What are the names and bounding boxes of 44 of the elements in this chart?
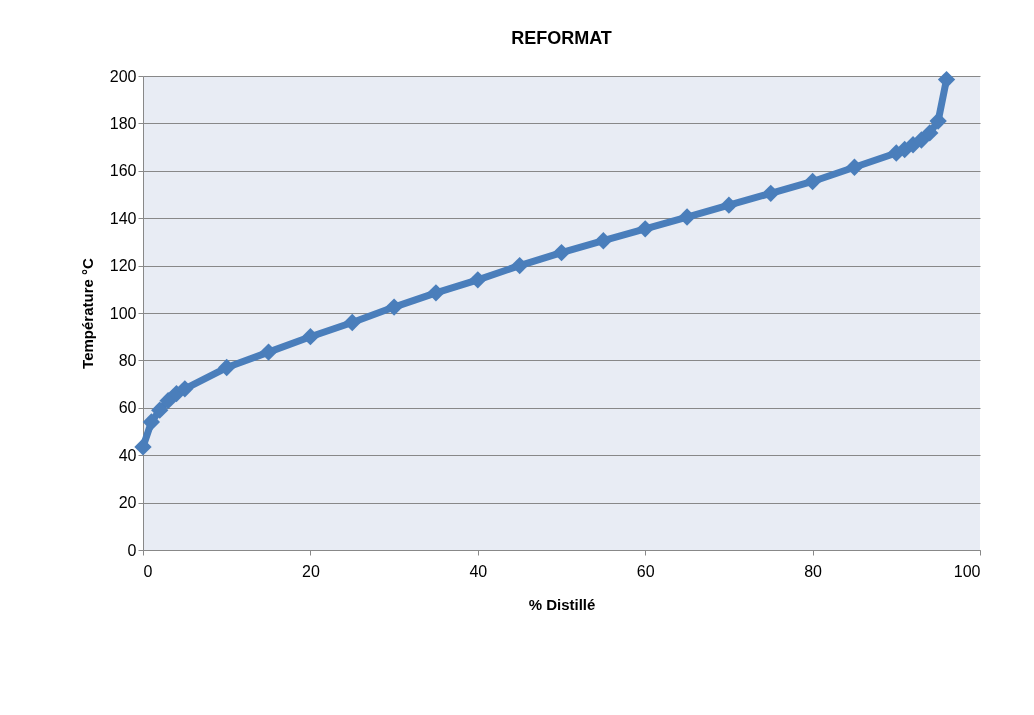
x-tick-label: 100 [953,562,981,580]
x-tick-label: 0 [143,562,153,580]
point [921,124,939,142]
x-tick-label: 40 [469,562,488,580]
point [937,70,956,89]
point [552,243,571,262]
point [176,380,194,398]
point [929,112,947,130]
point [301,328,320,346]
y-tick-label: 140 [109,209,137,227]
point [142,413,161,431]
y-tick-label: 200 [109,67,137,85]
y-tick-label: 180 [109,114,137,132]
y-tick-label: 160 [109,162,137,180]
point [636,220,654,238]
point [151,401,169,419]
y-tick-label: 20 [118,494,137,512]
point [762,184,780,202]
x-tick-label: 20 [302,562,320,580]
y-tick-label: 40 [118,446,137,464]
chart-title: REFORMAT [511,28,612,48]
point [469,271,487,289]
y-tick-label: 100 [109,304,137,322]
point [259,343,278,361]
x-axis-title: % Distillé [528,595,596,613]
point [385,298,403,316]
y-tick-label: 120 [109,257,137,275]
point [159,392,177,410]
point [510,256,529,275]
y-tick-label: 80 [118,351,137,369]
point [803,172,822,191]
point [343,313,361,332]
y-axis-title: Température °C [78,257,96,369]
point [845,158,864,176]
point [678,208,696,226]
x-tick-label: 60 [636,562,655,580]
point [594,232,613,250]
point [427,284,445,302]
y-tick-label: 60 [118,399,137,417]
x-tick-label: 80 [804,562,823,580]
y-tick-label: 0 [127,541,137,559]
point [720,196,738,214]
point [134,438,152,456]
point [218,358,236,377]
